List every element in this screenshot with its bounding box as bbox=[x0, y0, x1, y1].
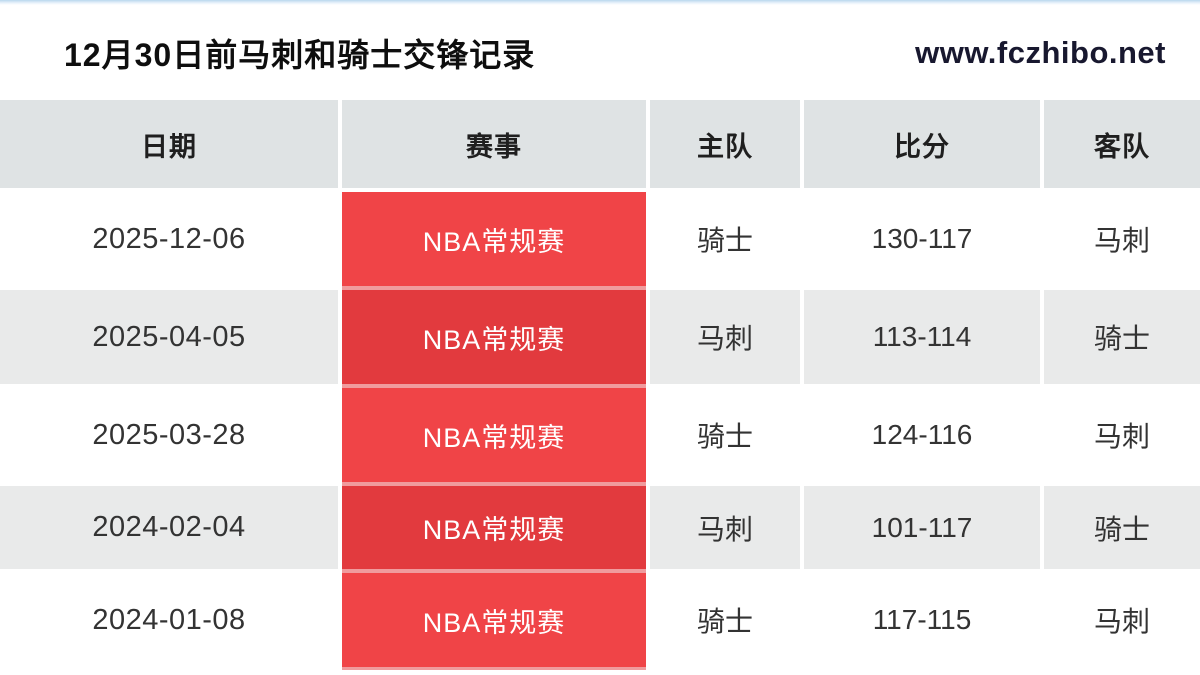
column-header-competition: 赛事 bbox=[342, 100, 646, 188]
home-team: 骑士 bbox=[650, 192, 800, 286]
match-date: 2025-04-05 bbox=[0, 290, 338, 384]
match-score: 101-117 bbox=[804, 486, 1040, 569]
away-team: 马刺 bbox=[1044, 388, 1200, 482]
match-score: 113-114 bbox=[804, 290, 1040, 384]
home-team: 骑士 bbox=[650, 388, 800, 482]
table-header-row: 日期 赛事 主队 比分 客队 bbox=[0, 100, 1200, 188]
away-team: 马刺 bbox=[1044, 192, 1200, 286]
table-row: 2025-03-28 NBA常规赛 骑士 124-116 马刺 bbox=[0, 388, 1200, 482]
page-title: 12月30日前马刺和骑士交锋记录 bbox=[64, 36, 536, 73]
match-score: 124-116 bbox=[804, 388, 1040, 482]
match-score: 117-115 bbox=[804, 573, 1040, 667]
match-score: 130-117 bbox=[804, 192, 1040, 286]
home-team: 马刺 bbox=[650, 486, 800, 569]
away-team: 马刺 bbox=[1044, 573, 1200, 667]
competition-badge: NBA常规赛 bbox=[342, 486, 646, 569]
top-accent-border bbox=[0, 0, 1200, 5]
titlebar: 12月30日前马刺和骑士交锋记录 www.fczhibo.net bbox=[0, 5, 1200, 100]
competition-badge: NBA常规赛 bbox=[342, 573, 646, 667]
site-watermark-link[interactable]: www.fczhibo.net bbox=[915, 34, 1166, 70]
match-date: 2025-12-06 bbox=[0, 192, 338, 286]
competition-badge: NBA常规赛 bbox=[342, 192, 646, 286]
competition-badge: NBA常规赛 bbox=[342, 388, 646, 482]
table-row: 2024-02-04 NBA常规赛 马刺 101-117 骑士 bbox=[0, 486, 1200, 569]
column-header-home-team: 主队 bbox=[650, 100, 800, 188]
home-team: 骑士 bbox=[650, 573, 800, 667]
home-team: 马刺 bbox=[650, 290, 800, 384]
column-header-date: 日期 bbox=[0, 100, 338, 188]
table-row: 2025-04-05 NBA常规赛 马刺 113-114 骑士 bbox=[0, 290, 1200, 384]
column-header-score: 比分 bbox=[804, 100, 1040, 188]
away-team: 骑士 bbox=[1044, 486, 1200, 569]
match-date: 2024-01-08 bbox=[0, 573, 338, 667]
competition-badge: NBA常规赛 bbox=[342, 290, 646, 384]
away-team: 骑士 bbox=[1044, 290, 1200, 384]
match-date: 2025-03-28 bbox=[0, 388, 338, 482]
match-date: 2024-02-04 bbox=[0, 486, 338, 569]
table-row: 2025-12-06 NBA常规赛 骑士 130-117 马刺 bbox=[0, 192, 1200, 286]
column-header-away-team: 客队 bbox=[1044, 100, 1200, 188]
table-row: 2024-01-08 NBA常规赛 骑士 117-115 马刺 bbox=[0, 573, 1200, 667]
h2h-table: 日期 赛事 主队 比分 客队 2025-12-06 NBA常规赛 骑士 130-… bbox=[0, 100, 1200, 670]
